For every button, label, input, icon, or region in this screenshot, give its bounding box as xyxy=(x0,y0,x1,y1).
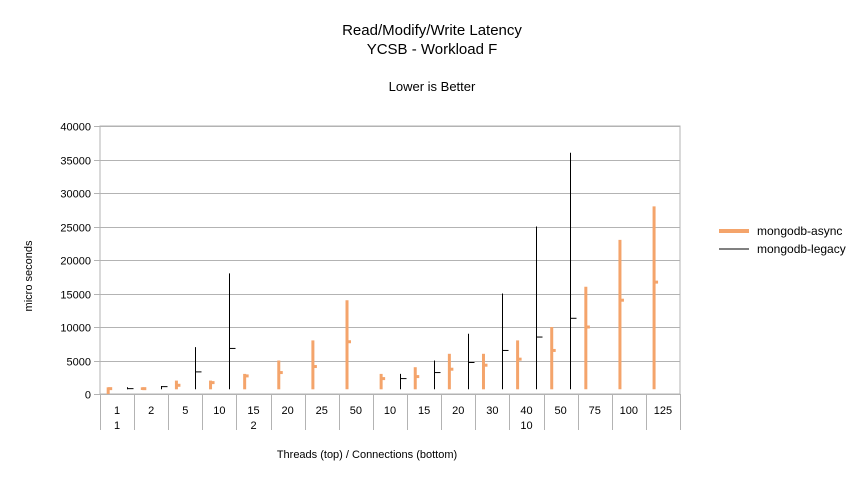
legend-label-async: mongodb-async xyxy=(757,224,842,238)
y-tick-label: 35000 xyxy=(60,156,91,168)
plot-marks xyxy=(106,152,659,394)
grid xyxy=(94,125,681,430)
y-tick-label: 30000 xyxy=(60,189,91,201)
y-tick-label: 40000 xyxy=(60,122,91,134)
x-tick-label-threads: 10 xyxy=(384,405,396,417)
x-tick-label-connections: 1 xyxy=(114,420,120,432)
chart-note: Lower is Better xyxy=(389,79,476,94)
x-tick-label-threads: 10 xyxy=(213,405,225,417)
x-tick-label-threads: 20 xyxy=(452,405,464,417)
x-tick-label-threads: 50 xyxy=(554,405,566,417)
x-tick-label-threads: 75 xyxy=(589,405,601,417)
x-tick-label-connections: 2 xyxy=(250,420,256,432)
y-tick-labels: 0 5000 10000 15000 20000 25000 30000 35000 40000 xyxy=(60,122,91,402)
y-tick-label: 10000 xyxy=(60,323,91,335)
x-tick-label-threads: 40 xyxy=(520,405,532,417)
chart-title: Read/Modify/Write Latency xyxy=(342,22,522,39)
x-tick-label-threads: 5 xyxy=(182,405,188,417)
chart-subtitle: YCSB - Workload F xyxy=(367,41,498,58)
y-axis-label: micro seconds xyxy=(23,240,35,311)
y-tick-label: 0 xyxy=(85,390,91,402)
legend-label-legacy: mongodb-legacy xyxy=(757,242,846,256)
x-tick-label-threads: 100 xyxy=(620,405,638,417)
x-tick-label-threads: 25 xyxy=(316,405,328,417)
x-tick-label-threads: 15 xyxy=(247,405,259,417)
x-tick-label-connections: 10 xyxy=(520,420,532,432)
x-tick-label-threads: 50 xyxy=(350,405,362,417)
y-tick-label: 15000 xyxy=(60,290,91,302)
x-tick-label-threads: 2 xyxy=(148,405,154,417)
x-tick-label-threads: 15 xyxy=(418,405,430,417)
y-tick-label: 5000 xyxy=(67,357,91,369)
x-tick-label-threads: 125 xyxy=(654,405,672,417)
x-axis-label: Threads (top) / Connections (bottom) xyxy=(277,449,457,461)
x-tick-label-threads: 30 xyxy=(486,405,498,417)
y-tick-label: 20000 xyxy=(60,256,91,268)
x-tick-label-threads: 20 xyxy=(282,405,294,417)
legend: mongodb-async mongodb-legacy xyxy=(719,224,846,256)
x-tick-label-threads: 1 xyxy=(114,405,120,417)
y-tick-label: 25000 xyxy=(60,223,91,235)
